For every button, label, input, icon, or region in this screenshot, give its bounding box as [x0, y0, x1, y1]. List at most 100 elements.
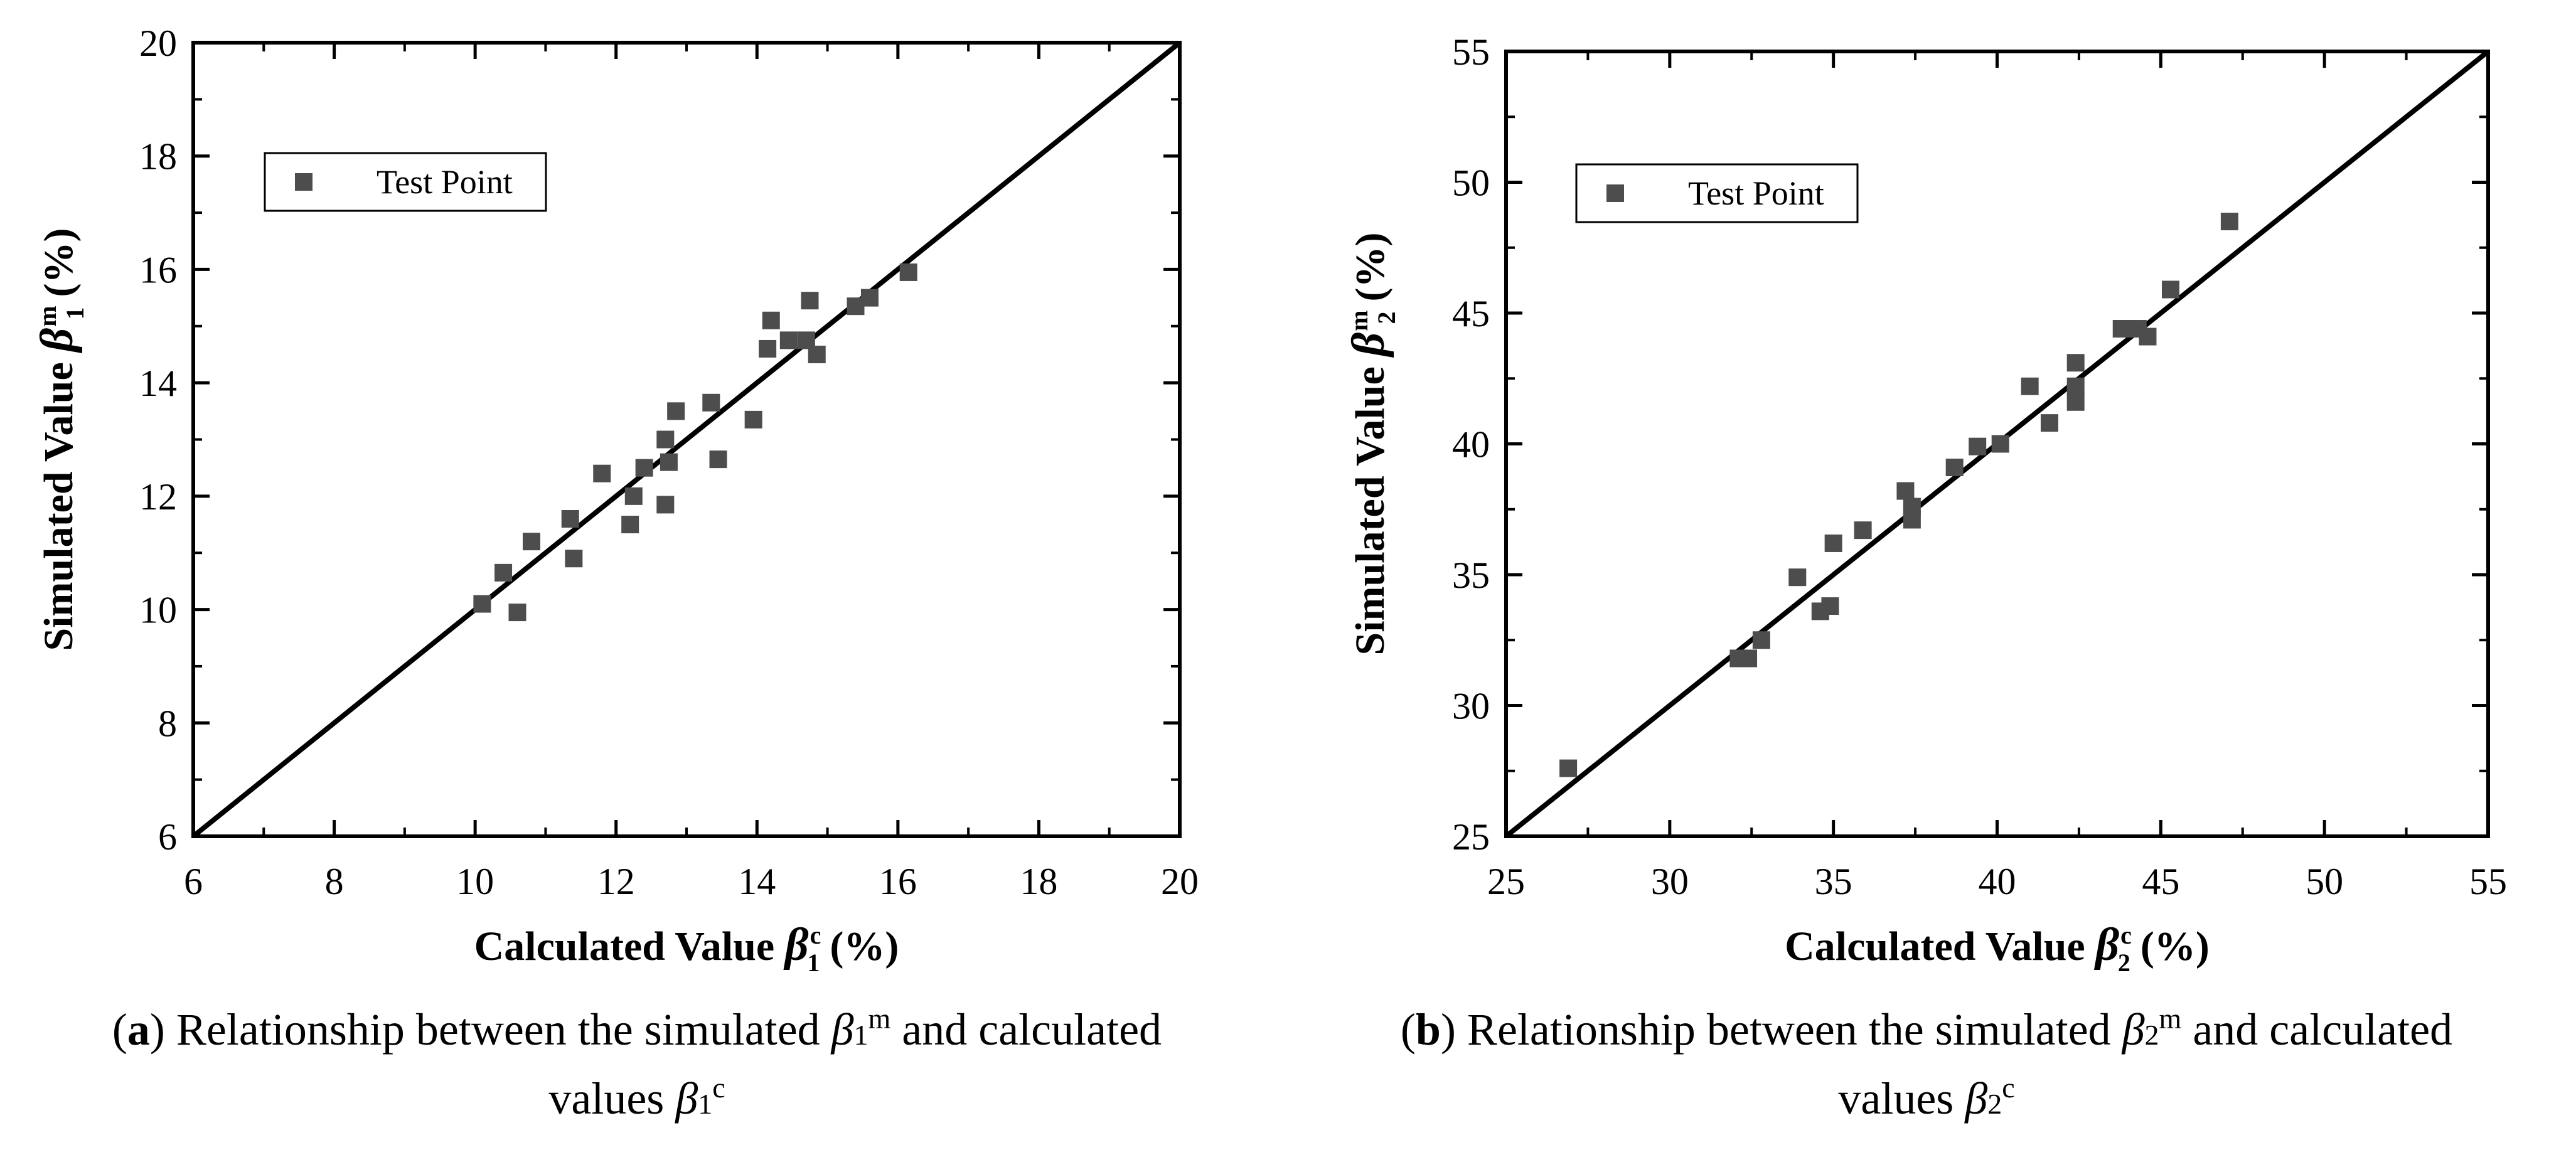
panel-b-y-tick-label: 30 [1452, 686, 1490, 727]
panel-a-x-tick-label: 18 [1020, 861, 1057, 902]
panel-a-test-point-marker [660, 453, 678, 471]
panel-a-caption-line-2: values β1c [548, 1072, 725, 1124]
panel-b-legend-label: Test Point [1688, 174, 1824, 212]
panel-a-y-tick-label: 18 [139, 136, 177, 178]
panel-b-caption-close-paren: ) [1441, 1004, 1456, 1055]
panel-a-caption-sup-1: m [868, 1003, 891, 1035]
panel-b-caption-line-2: values β2c [1838, 1072, 2014, 1124]
panel-b-caption-line-2-text: values [1838, 1073, 1965, 1124]
panel-a-x-tick-label: 16 [879, 861, 917, 902]
panel-a-test-point-marker [667, 402, 685, 420]
panel-b-legend-marker [1606, 184, 1624, 202]
panel-a-caption-line-2-text: values [548, 1073, 675, 1124]
panel-b-y-tick-label: 55 [1452, 31, 1490, 73]
panel-b-caption-open-paren: ( [1401, 1004, 1416, 1055]
panel-b-x-tick-label: 50 [2306, 861, 2343, 902]
panel-b-y-tick-label: 25 [1452, 816, 1490, 858]
panel-a-test-point-marker [744, 410, 762, 429]
panel-b-x-axis-sup: c [2120, 921, 2132, 949]
panel-a-test-point-marker [899, 263, 917, 281]
panel-a-y-tick-label: 8 [158, 703, 177, 744]
panel-a-x-axis-title: Calculated Value βc 1 (%) [474, 919, 899, 977]
panel-b-x-tick-label: 35 [1815, 861, 1852, 902]
panel-b-test-point-marker [2112, 320, 2130, 338]
panel-b-test-point-marker [1991, 435, 2009, 453]
panel-a-caption-beta-2: β [674, 1073, 698, 1124]
panel-a-y-tick-label: 10 [139, 590, 177, 631]
panel-a-x-tick-label: 10 [456, 861, 494, 902]
panel-b-y-tick-label: 40 [1452, 424, 1490, 466]
panel-b-caption-sub-2: 2 [1987, 1088, 2002, 1120]
panel-a-test-point-marker [702, 393, 720, 412]
panel-b-caption-sub-1: 2 [2145, 1019, 2159, 1051]
panel-a-y-axis-beta: β [31, 328, 83, 354]
panel-a-test-point-marker [656, 496, 675, 514]
panel-b-y-tick-label: 45 [1452, 293, 1490, 334]
panel-b-test-point-marker [1821, 597, 1839, 615]
panel-b-x-axis-title-text: Calculated Value [1785, 924, 2095, 969]
panel-a-test-point-marker [494, 563, 513, 582]
panel-a-reference-line [191, 40, 1182, 839]
chart-panel-a: 6 8 10 12 14 16 18 20 6 8 10 12 14 16 18 20 Test Point Ca… [31, 23, 1199, 1124]
panel-a-x-axis-sup: c [810, 921, 821, 949]
panel-a-test-point-marker [473, 595, 491, 613]
panel-a-test-point-marker [656, 430, 675, 449]
panel-a-x-axis-sub: 1 [807, 949, 820, 977]
panel-b-x-tick-label: 40 [1979, 861, 2016, 902]
panel-a-x-tick-label: 6 [184, 861, 203, 902]
panel-b-caption-text-2: and calculated [2181, 1004, 2452, 1055]
panel-a-test-point-marker [801, 292, 819, 310]
panel-a-caption-text-1: Relationship between the simulated [165, 1004, 831, 1055]
panel-b-test-point-marker [1969, 437, 1987, 455]
panel-b-test-point-marker [1740, 649, 1758, 668]
panel-a-x-tick-label: 20 [1161, 861, 1199, 902]
panel-b-test-point-marker [1945, 459, 1964, 477]
panel-b-x-tick-label: 45 [2142, 861, 2179, 902]
panel-b-y-axis-beta: β [1343, 333, 1394, 358]
panel-a-caption-beta-1: β [830, 1004, 854, 1055]
panel-a-test-point-marker [621, 516, 639, 534]
panel-b-caption-line-1: (b) Relationship between the simulated β… [1401, 1003, 2452, 1055]
panel-a-test-point-marker [808, 345, 826, 363]
panel-b-test-point-marker [1824, 534, 1842, 552]
panel-a-caption-sub-2: 1 [698, 1088, 712, 1120]
panel-a-test-point-marker [593, 464, 611, 482]
panel-a-caption-sup-2: c [712, 1072, 725, 1104]
panel-a-caption-open-paren: ( [112, 1004, 127, 1055]
panel-a-test-point-marker [561, 510, 579, 528]
panel-a-y-axis-title-text: Simulated Value [36, 352, 82, 651]
panel-b-x-axis-title: Calculated Value βc 2 (%) [1785, 919, 2210, 977]
panel-b-test-point-marker [2220, 213, 2238, 231]
panel-b-test-point-marker [1854, 521, 1872, 540]
panel-b-test-point-marker [2161, 280, 2179, 299]
panel-a-test-point-marker [759, 339, 777, 358]
panel-b-caption-sup-1: m [2159, 1003, 2182, 1035]
panel-b-y-axis-sup: m [1345, 310, 1373, 331]
panel-a-x-tick-label: 12 [597, 861, 635, 902]
panel-b-test-point-marker [2066, 354, 2085, 372]
panel-a-caption-label: a [127, 1004, 150, 1055]
panel-b-y-tick-label: 50 [1452, 162, 1490, 204]
panel-a-y-tick-label: 16 [139, 249, 177, 290]
panel-b-test-point-marker [1896, 482, 1915, 500]
panel-b-y-axis-title: Simulated Value βm2 (%) [1343, 233, 1401, 656]
panel-b-test-point-marker [2021, 377, 2039, 395]
panel-a-caption-close-paren: ) [150, 1004, 165, 1055]
panel-a-test-point-marker [762, 311, 780, 329]
panel-a-caption-text-2: and calculated [890, 1004, 1162, 1055]
panel-b-test-point-marker [1903, 498, 1921, 516]
panel-b-x-axis-beta: β [2093, 919, 2119, 971]
panel-b-test-point-marker [1559, 759, 1578, 777]
panel-b-y-axis-title-text: Simulated Value [1347, 356, 1393, 656]
panel-a-test-point-marker [779, 331, 798, 349]
panel-a-test-point-marker [508, 604, 526, 622]
panel-a-x-axis-title-text: Calculated Value [474, 924, 785, 969]
panel-b-x-tick-label: 30 [1651, 861, 1689, 902]
panel-b-caption-beta-1: β [2121, 1004, 2145, 1055]
panel-a-y-tick-label: 20 [139, 23, 177, 64]
panel-b-test-point-marker [1752, 631, 1770, 649]
panel-a-y-axis-title: Simulated Value βm1 (%) [31, 228, 89, 651]
panel-b-y-axis-sub: 2 [1372, 311, 1401, 324]
chart-panel-b: 25 30 35 40 45 50 55 25 30 35 40 45 50 55 Test Point Ca… [1343, 31, 2507, 1124]
